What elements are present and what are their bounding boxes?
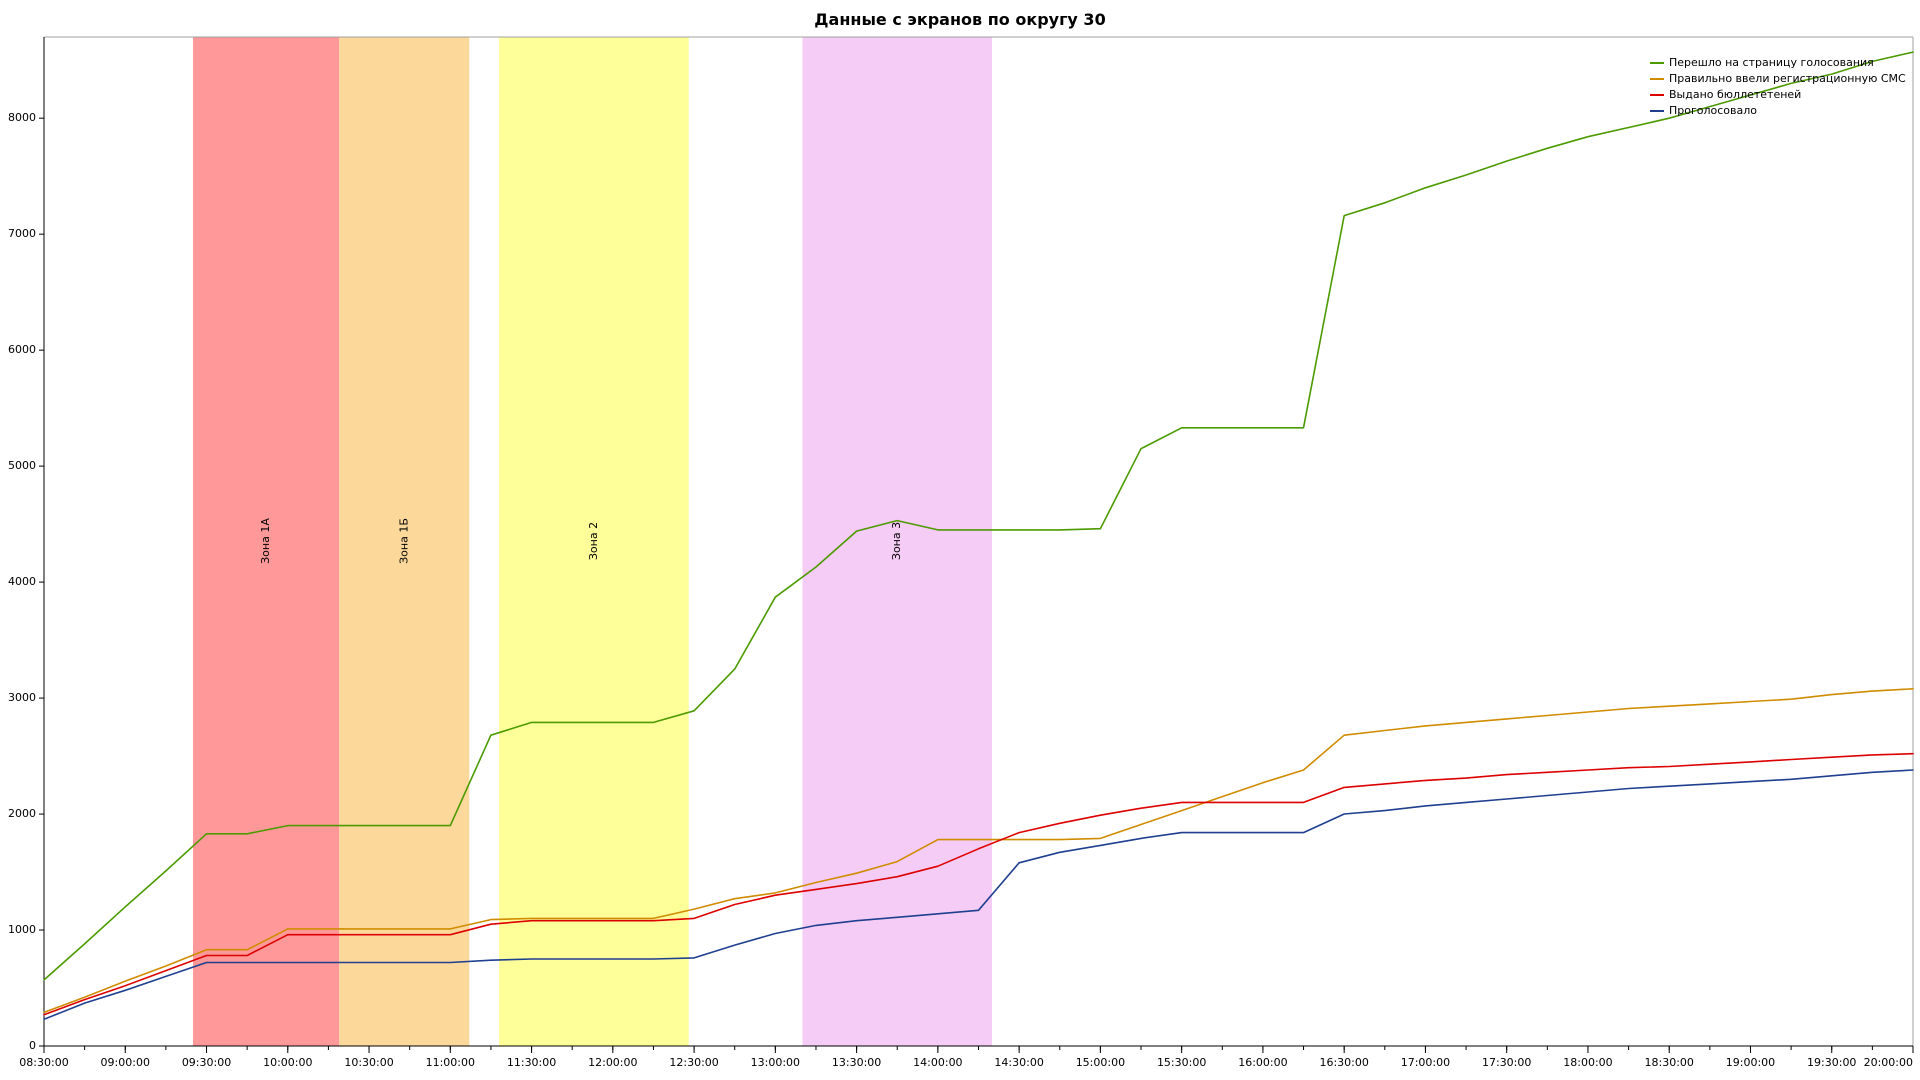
x-tick-label: 14:30:00	[994, 1056, 1043, 1069]
zone-label-3: Зона 2	[587, 522, 600, 560]
x-tick-label: 16:00:00	[1238, 1056, 1287, 1069]
x-tick-label: 20:00:00	[1864, 1056, 1913, 1069]
zone-label-1: Зона 1А	[259, 518, 272, 564]
legend: Перешло на страницу голосования Правильно…	[1650, 56, 1906, 117]
x-tick-label: 11:00:00	[426, 1056, 475, 1069]
x-tick-label: 16:30:00	[1319, 1056, 1368, 1069]
legend-label-4: Проголосовало	[1669, 104, 1757, 117]
x-tick-label: 14:00:00	[913, 1056, 962, 1069]
x-tick-label: 10:00:00	[263, 1056, 312, 1069]
y-tick-label: 3000	[8, 691, 36, 704]
x-tick-label: 17:00:00	[1401, 1056, 1450, 1069]
y-tick-label: 8000	[8, 111, 36, 124]
zone-band-2	[339, 37, 470, 1046]
series-layer	[43, 51, 1914, 1021]
x-tick-label: 13:00:00	[751, 1056, 800, 1069]
x-tick-label: 18:00:00	[1563, 1056, 1612, 1069]
chart-title: Данные с экранов по округу 30	[814, 10, 1106, 29]
x-tick-label: 15:00:00	[1076, 1056, 1125, 1069]
x-tick-label: 17:30:00	[1482, 1056, 1531, 1069]
legend-label-1: Перешло на страницу голосования	[1669, 56, 1874, 69]
y-tick-label: 2000	[8, 807, 36, 820]
legend-label-3: Выдано бюллететеней	[1669, 88, 1801, 101]
y-tick-label: 0	[29, 1039, 36, 1052]
x-tick-label: 09:00:00	[101, 1056, 150, 1069]
y-tick-label: 4000	[8, 575, 36, 588]
y-tick-label: 6000	[8, 343, 36, 356]
series-line-1	[43, 51, 1914, 981]
legend-label-2: Правильно ввели регистрационную СМС	[1669, 72, 1906, 85]
zone-band-1	[192, 37, 340, 1046]
y-tick-label: 5000	[8, 459, 36, 472]
x-tick-label: 08:30:00	[19, 1056, 68, 1069]
y-tick-label: 1000	[8, 923, 36, 936]
axes-layer: 0 1000 2000 3000 4000 5000 6000 7000 8000 08:30:0…	[8, 36, 1914, 1069]
x-tick-label: 19:00:00	[1726, 1056, 1775, 1069]
x-tick-label: 09:30:00	[182, 1056, 231, 1069]
x-tick-label: 18:30:00	[1645, 1056, 1694, 1069]
x-tick-label: 12:30:00	[669, 1056, 718, 1069]
zones-layer: Зона 1А Зона 1Б Зона 2 Зона 3	[192, 37, 993, 1046]
zone-label-4: Зона 3	[890, 522, 903, 560]
x-tick-label: 12:00:00	[588, 1056, 637, 1069]
x-tick-label: 19:30:00	[1807, 1056, 1856, 1069]
series-line-2	[43, 687, 1914, 1014]
series-line-3	[43, 752, 1914, 1016]
y-tick-label: 7000	[8, 227, 36, 240]
x-tick-label: 15:30:00	[1157, 1056, 1206, 1069]
series-line-4	[43, 769, 1914, 1021]
x-tick-label: 13:30:00	[832, 1056, 881, 1069]
zone-band-3	[499, 37, 689, 1046]
zone-label-2: Зона 1Б	[397, 518, 410, 564]
x-tick-label: 10:30:00	[344, 1056, 393, 1069]
x-tick-label: 11:30:00	[507, 1056, 556, 1069]
